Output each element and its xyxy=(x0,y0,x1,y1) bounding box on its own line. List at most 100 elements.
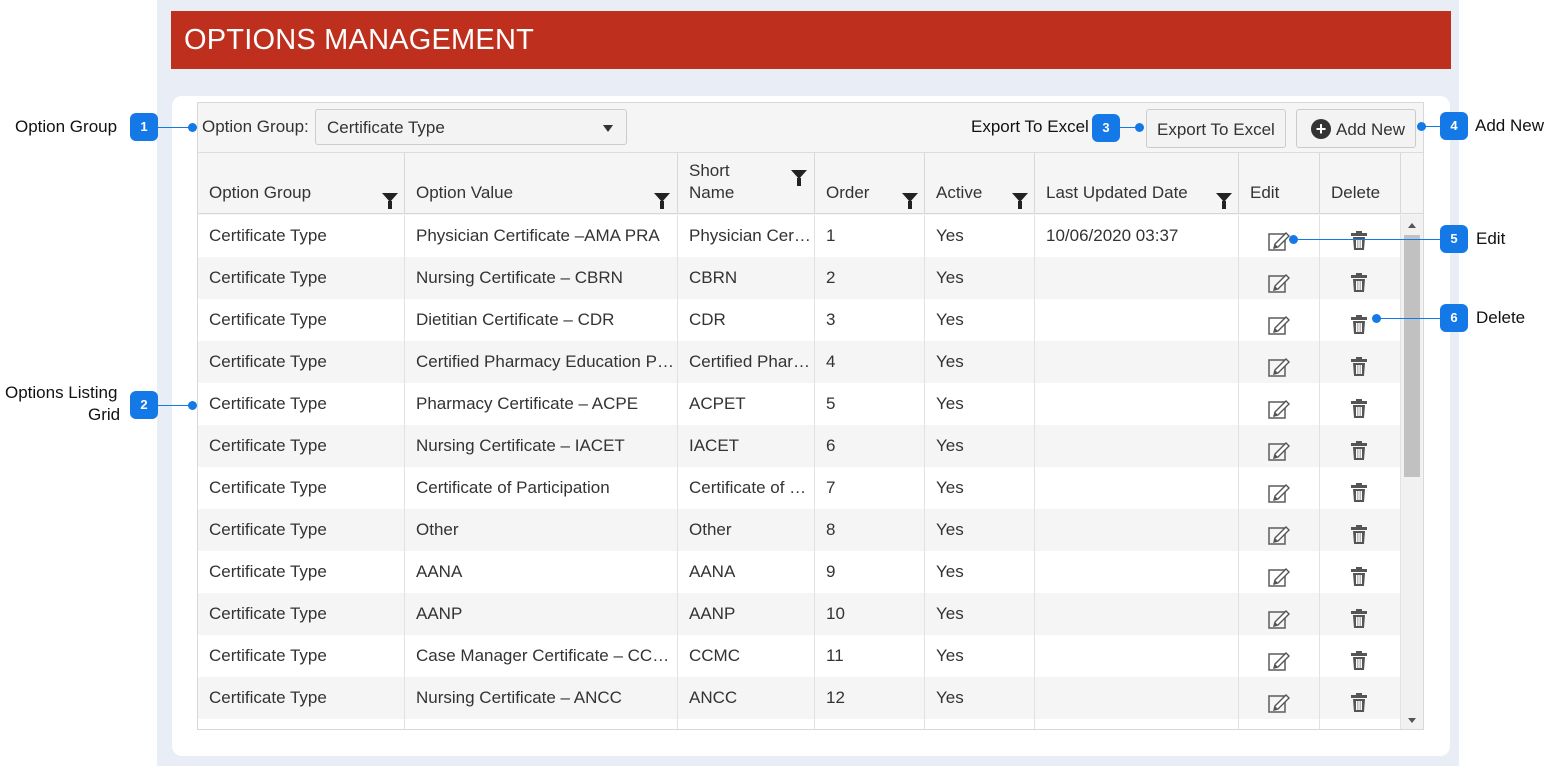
cell-order: 7 xyxy=(815,467,925,509)
cell-active: Yes xyxy=(925,299,1035,341)
cell-last-updated-date xyxy=(1035,551,1239,593)
pencil-square-icon[interactable] xyxy=(1267,562,1291,587)
cell-order xyxy=(815,719,925,729)
trash-icon[interactable] xyxy=(1349,310,1369,334)
cell-active: Yes xyxy=(925,593,1035,635)
callout-leader-2 xyxy=(158,405,192,406)
cell-last-updated-date xyxy=(1035,383,1239,425)
filter-icon[interactable] xyxy=(902,193,918,209)
scroll-up-icon[interactable] xyxy=(1408,223,1416,228)
column-header-option-group[interactable]: Option Group xyxy=(198,153,405,214)
cell-short-name: CDR xyxy=(678,299,815,341)
cell-option-value: Physician Certificate –AMA PRA xyxy=(405,215,678,257)
cell-delete xyxy=(1320,215,1401,257)
cell-option-value: Nursing Certificate – ANCC xyxy=(405,677,678,719)
cell-edit xyxy=(1239,593,1320,635)
chevron-down-icon xyxy=(603,125,613,132)
callout-badge-2: 2 xyxy=(130,391,158,419)
trash-icon[interactable] xyxy=(1349,520,1369,544)
callout-label-options-listing: Options Listing xyxy=(5,383,118,402)
pencil-square-icon[interactable] xyxy=(1267,268,1291,293)
trash-icon[interactable] xyxy=(1349,436,1369,460)
cell-active: Yes xyxy=(925,383,1035,425)
cell-active: Yes xyxy=(925,341,1035,383)
cell-edit xyxy=(1239,215,1320,257)
callout-label-export-to-excel: Export To Excel xyxy=(971,117,1089,136)
pencil-square-icon[interactable] xyxy=(1267,310,1291,335)
filter-icon[interactable] xyxy=(1012,193,1028,209)
cell-order: 2 xyxy=(815,257,925,299)
cell-last-updated-date: 10/06/2020 03:37 xyxy=(1035,215,1239,257)
cell-order: 8 xyxy=(815,509,925,551)
cell-delete xyxy=(1320,719,1401,729)
scrollbar-thumb[interactable] xyxy=(1404,235,1420,477)
cell-short-name: CCMC xyxy=(678,635,815,677)
pencil-square-icon[interactable] xyxy=(1267,520,1291,545)
cell-last-updated-date xyxy=(1035,425,1239,467)
filter-icon[interactable] xyxy=(791,170,807,186)
cell-option-group: Certificate Type xyxy=(198,467,405,509)
pencil-square-icon[interactable] xyxy=(1267,604,1291,629)
cell-last-updated-date xyxy=(1035,509,1239,551)
cell-last-updated-date xyxy=(1035,257,1239,299)
cell-option-group: Certificate Type xyxy=(198,635,405,677)
callout-badge-4: 4 xyxy=(1440,112,1468,140)
pencil-square-icon[interactable] xyxy=(1267,226,1291,251)
cell-order: 6 xyxy=(815,425,925,467)
cell-order: 5 xyxy=(815,383,925,425)
trash-icon[interactable] xyxy=(1349,688,1369,712)
option-group-label: Option Group: xyxy=(202,117,309,136)
pencil-square-icon[interactable] xyxy=(1267,394,1291,419)
pencil-square-icon[interactable] xyxy=(1267,646,1291,671)
callout-leader-4 xyxy=(1421,126,1441,127)
cell-active xyxy=(925,719,1035,729)
filter-icon[interactable] xyxy=(654,193,670,209)
cell-last-updated-date xyxy=(1035,299,1239,341)
callout-dot-2 xyxy=(188,401,197,410)
add-new-button[interactable]: + Add New xyxy=(1296,109,1416,148)
column-header-option-value[interactable]: Option Value xyxy=(405,153,678,214)
column-header-order[interactable]: Order xyxy=(815,153,925,214)
cell-delete xyxy=(1320,677,1401,719)
trash-icon[interactable] xyxy=(1349,394,1369,418)
trash-icon[interactable] xyxy=(1349,562,1369,586)
cell-short-name: ACPET xyxy=(678,383,815,425)
cell-edit xyxy=(1239,635,1320,677)
callout-label-delete: Delete xyxy=(1476,308,1526,327)
pencil-square-icon[interactable] xyxy=(1267,352,1291,377)
pencil-square-icon[interactable] xyxy=(1267,436,1291,461)
trash-icon[interactable] xyxy=(1349,646,1369,670)
filter-icon[interactable] xyxy=(1216,193,1232,209)
grid-toolbar: Option Group: Certificate Type Export To… xyxy=(198,103,1423,153)
cell-delete xyxy=(1320,551,1401,593)
table-row: Certificate Type Nursing Certificate – CB… xyxy=(198,257,1401,299)
column-header-active[interactable]: Active xyxy=(925,153,1035,214)
cell-option-value: Nursing Certificate – CBRN xyxy=(405,257,678,299)
page-title: OPTIONS MANAGEMENT xyxy=(184,24,535,56)
export-to-excel-button[interactable]: Export To Excel xyxy=(1146,109,1286,148)
column-header-last-updated-date[interactable]: Last Updated Date xyxy=(1035,153,1239,214)
cell-option-value: Other xyxy=(405,509,678,551)
cell-option-group: Certificate Type xyxy=(198,425,405,467)
trash-icon[interactable] xyxy=(1349,352,1369,376)
cell-edit xyxy=(1239,509,1320,551)
pencil-square-icon[interactable] xyxy=(1267,688,1291,713)
cell-edit xyxy=(1239,341,1320,383)
scroll-down-icon[interactable] xyxy=(1408,718,1416,723)
cell-active: Yes xyxy=(925,425,1035,467)
cell-short-name: Physician Certificate xyxy=(678,215,815,257)
pencil-square-icon[interactable] xyxy=(1267,478,1291,503)
cell-short-name xyxy=(678,719,815,729)
callout-label-edit: Edit xyxy=(1476,229,1506,248)
option-group-dropdown[interactable]: Certificate Type xyxy=(315,109,627,145)
filter-icon[interactable] xyxy=(382,193,398,209)
cell-option-value: Case Manager Certificate – CCMC xyxy=(405,635,678,677)
vertical-scrollbar[interactable] xyxy=(1401,215,1423,729)
cell-delete xyxy=(1320,383,1401,425)
trash-icon[interactable] xyxy=(1349,268,1369,292)
cell-order: 3 xyxy=(815,299,925,341)
trash-icon[interactable] xyxy=(1349,604,1369,628)
trash-icon[interactable] xyxy=(1349,226,1369,250)
column-header-short-name[interactable]: Short Name xyxy=(678,153,815,214)
trash-icon[interactable] xyxy=(1349,478,1369,502)
